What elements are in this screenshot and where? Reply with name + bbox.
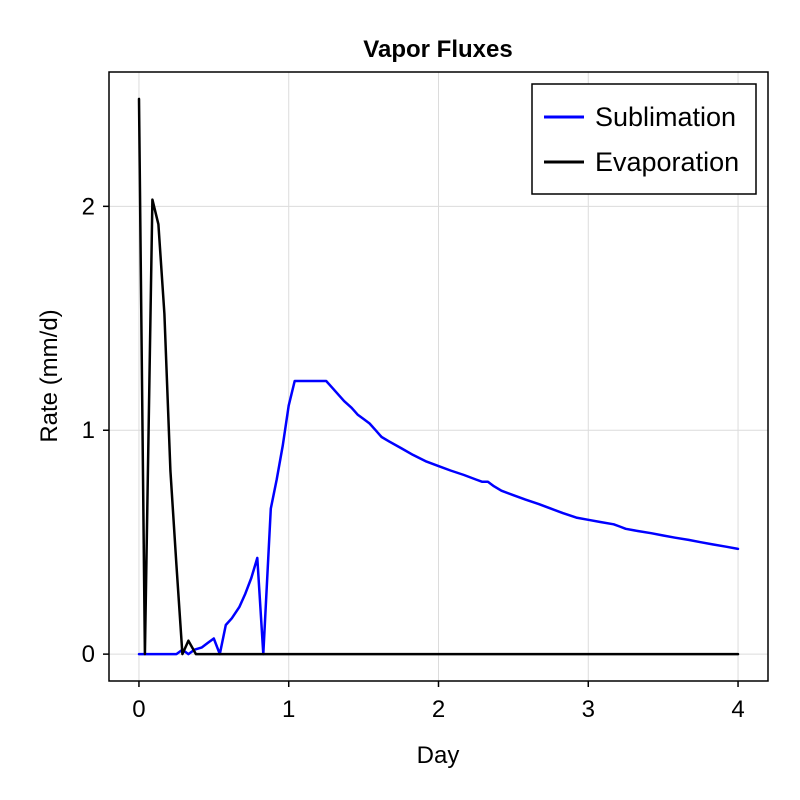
legend-label-evaporation: Evaporation xyxy=(595,147,739,177)
y-tick-label: 2 xyxy=(82,193,95,220)
legend-box xyxy=(531,83,757,195)
y-axis-label: Rate (mm/d) xyxy=(36,309,63,442)
y-tick-label: 1 xyxy=(82,417,95,444)
legend-label-sublimation: Sublimation xyxy=(595,102,736,132)
x-tick-label: 0 xyxy=(132,696,145,723)
x-tick-label: 2 xyxy=(432,696,445,723)
x-axis: 0 1 2 3 4 xyxy=(132,681,745,723)
x-tick-label: 4 xyxy=(731,696,744,723)
series-line-evaporation xyxy=(137,97,740,656)
x-tick-label: 1 xyxy=(282,696,295,723)
legend: Sublimation Evaporation xyxy=(531,83,757,195)
series-line-sublimation xyxy=(137,379,740,656)
y-tick-label: 0 xyxy=(82,641,95,668)
x-axis-label: Day xyxy=(417,742,460,769)
y-axis: 0 1 2 xyxy=(82,193,109,668)
series-lines xyxy=(137,97,740,656)
chart-title: Vapor Fluxes xyxy=(363,36,512,63)
x-tick-label: 3 xyxy=(582,696,595,723)
